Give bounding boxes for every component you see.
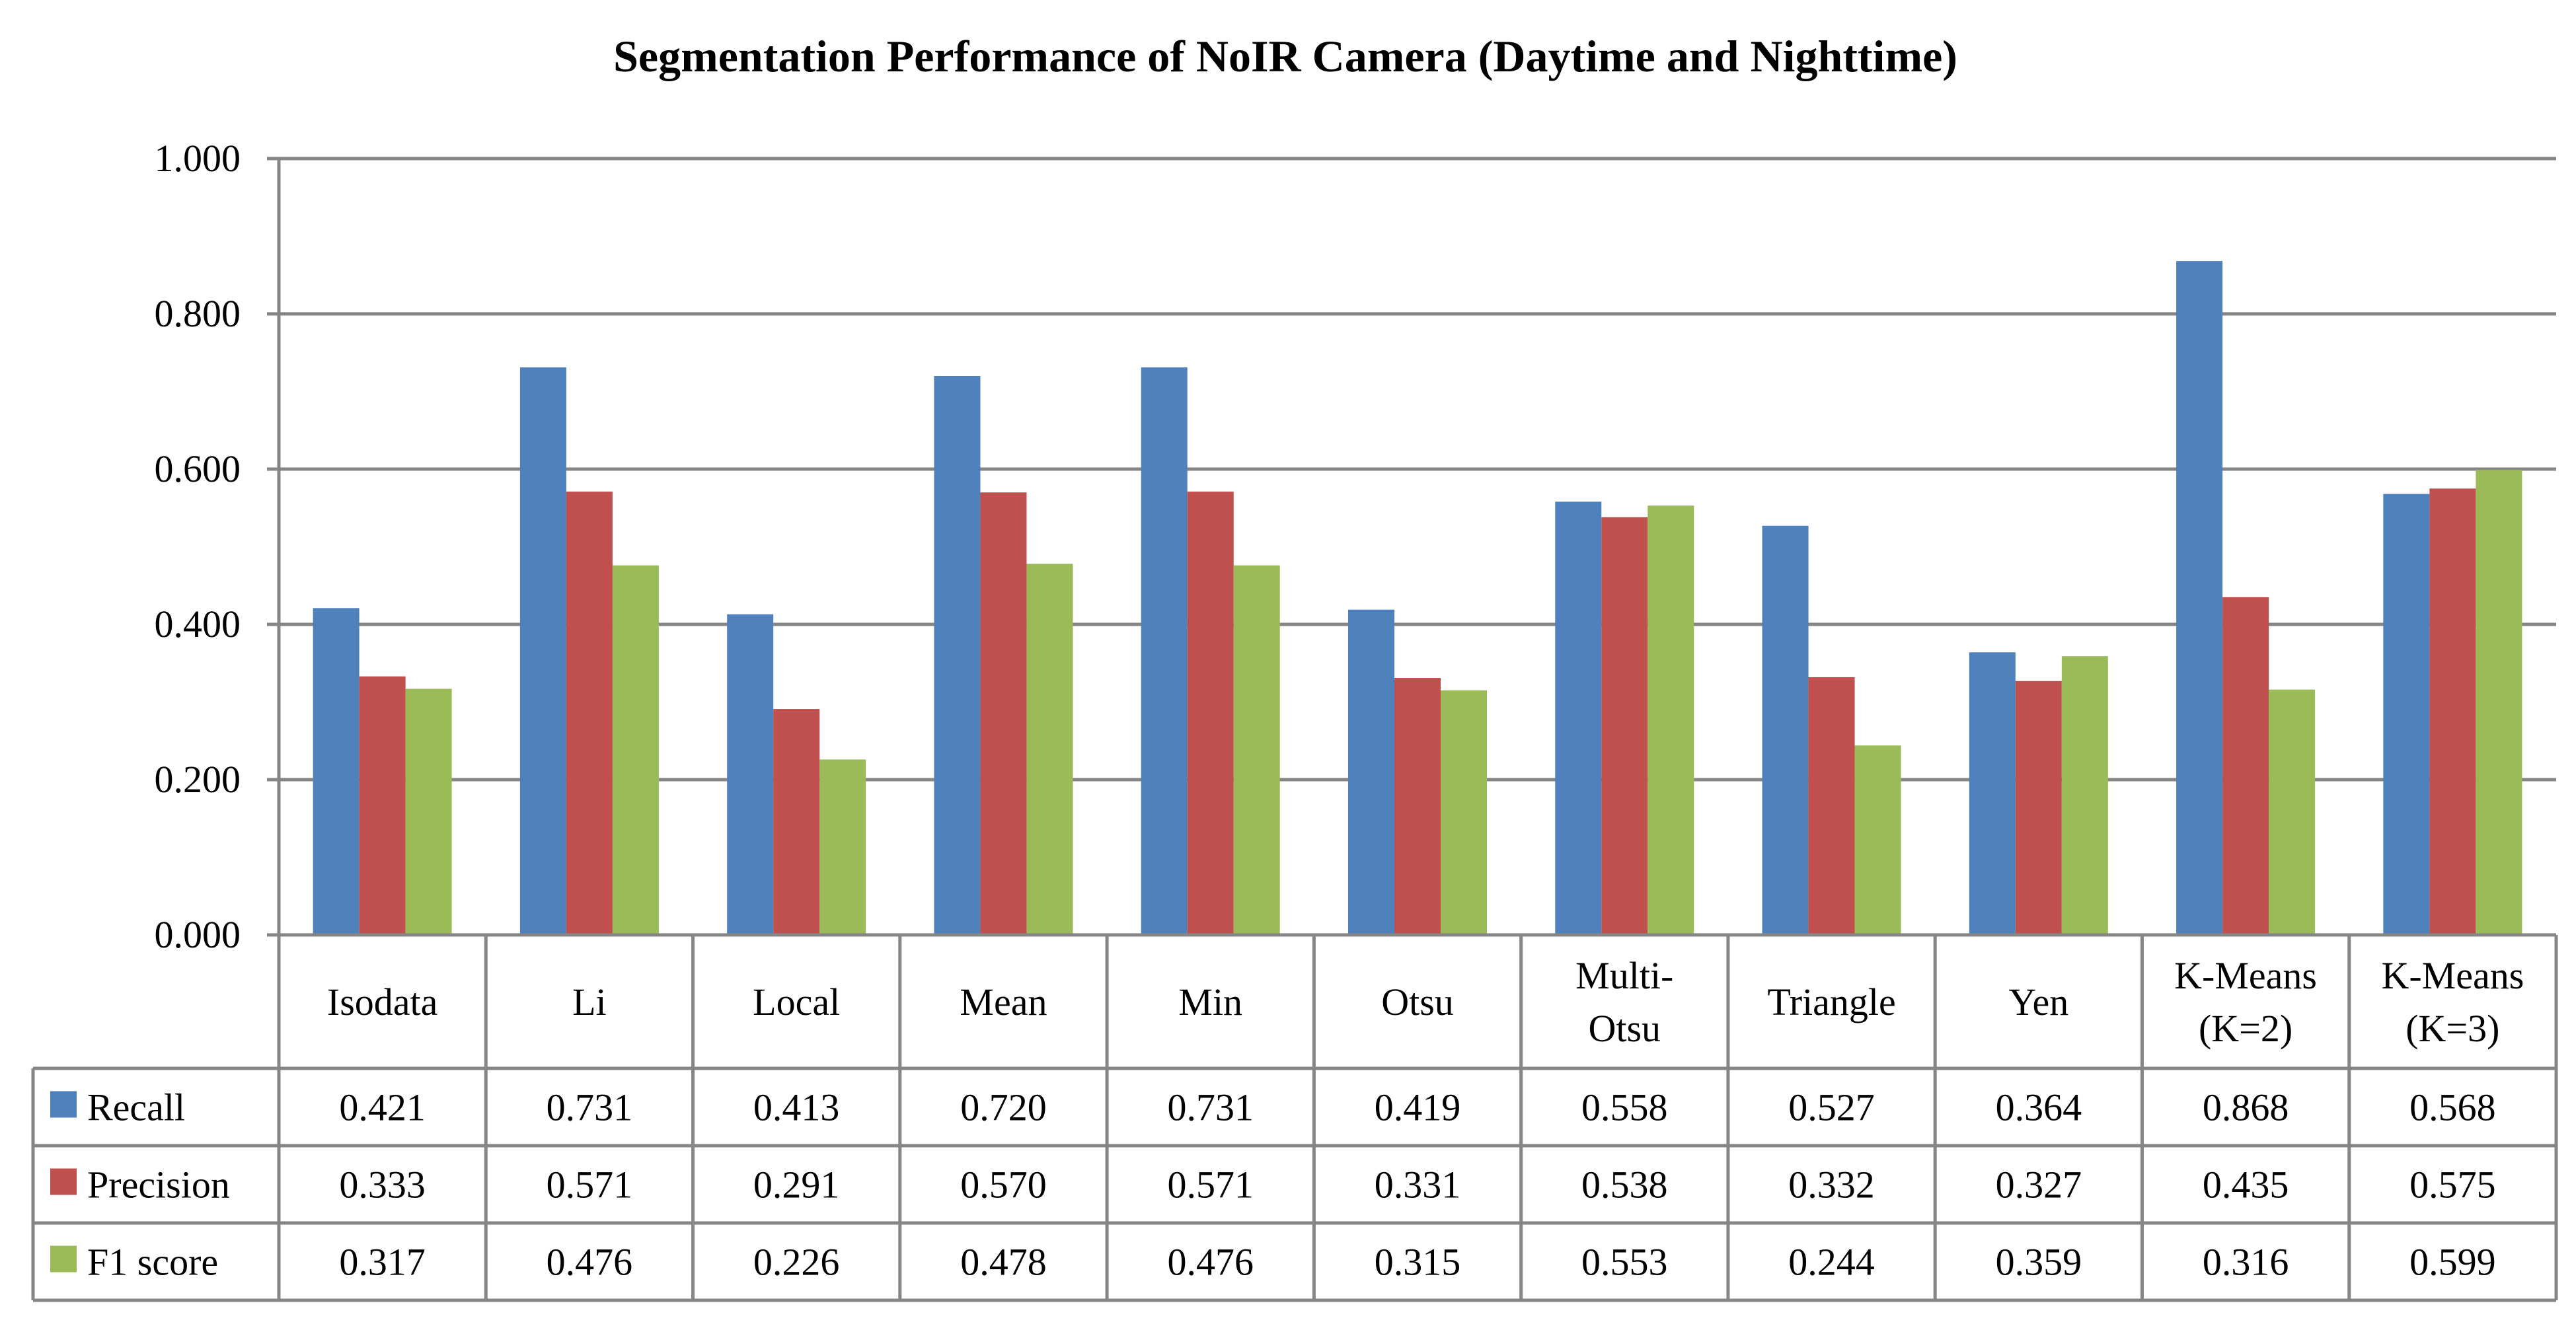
bar-precision-5 <box>1394 678 1441 935</box>
category-label-8-0: Yen <box>2008 980 2068 1023</box>
bar-precision-3 <box>980 492 1027 935</box>
category-label-9-1: (K=2) <box>2199 1007 2292 1050</box>
data-label-recall-10: 0.568 <box>2409 1086 2496 1129</box>
category-label-6-1: Otsu <box>1588 1007 1661 1050</box>
data-label-precision-4: 0.571 <box>1167 1164 1254 1206</box>
data-label-recall-6: 0.558 <box>1581 1086 1668 1129</box>
bar-recall-10 <box>2383 494 2430 935</box>
bar-precision-10 <box>2429 488 2476 935</box>
data-label-recall-2: 0.413 <box>753 1086 840 1129</box>
bar-f1-score-2 <box>819 759 866 935</box>
bar-precision-7 <box>1808 677 1855 935</box>
bar-f1-score-4 <box>1233 565 1280 935</box>
bar-recall-6 <box>1555 501 1602 935</box>
data-label-f1-score-6: 0.553 <box>1581 1241 1668 1284</box>
data-label-recall-1: 0.731 <box>547 1086 633 1129</box>
category-label-9-0: K-Means <box>2174 954 2317 997</box>
data-label-recall-5: 0.419 <box>1375 1086 1461 1129</box>
data-label-precision-5: 0.331 <box>1375 1164 1461 1206</box>
data-label-f1-score-3: 0.478 <box>960 1241 1047 1284</box>
data-label-precision-1: 0.571 <box>547 1164 633 1206</box>
bar-f1-score-1 <box>612 565 659 935</box>
data-label-precision-8: 0.327 <box>1996 1164 2082 1206</box>
data-label-recall-4: 0.731 <box>1167 1086 1254 1129</box>
category-label-4-0: Min <box>1178 980 1242 1023</box>
y-tick-label-3: 0.600 <box>155 447 241 490</box>
bar-f1-score-7 <box>1854 745 1901 935</box>
bar-f1-score-8 <box>2061 656 2108 935</box>
data-label-recall-8: 0.364 <box>1996 1086 2082 1129</box>
legend-label-precision: Precision <box>87 1164 230 1206</box>
data-label-recall-3: 0.720 <box>960 1086 1047 1129</box>
data-table: Isodata Li Local Mean Min Otsu Multi- Otsu Trian… <box>31 933 2558 1302</box>
bar-precision-4 <box>1187 492 1234 935</box>
data-label-recall-9: 0.868 <box>2203 1086 2289 1129</box>
y-tick-label-1: 0.200 <box>155 758 241 801</box>
data-label-precision-2: 0.291 <box>753 1164 840 1206</box>
bar-recall-3 <box>934 376 981 935</box>
data-label-recall-0: 0.421 <box>339 1086 426 1129</box>
y-tick-label-0: 0.000 <box>155 913 241 956</box>
bar-recall-8 <box>1969 652 2016 935</box>
data-label-f1-score-10: 0.599 <box>2409 1241 2496 1284</box>
y-axis: 0.000 0.200 0.400 0.600 0.800 1.000 <box>155 137 281 956</box>
bar-f1-score-10 <box>2476 470 2522 935</box>
bar-precision-9 <box>2222 597 2269 935</box>
data-label-f1-score-5: 0.315 <box>1375 1241 1461 1284</box>
bar-recall-4 <box>1141 367 1188 935</box>
y-tick-label-4: 0.800 <box>155 292 241 335</box>
bar-precision-2 <box>773 709 820 935</box>
bar-precision-0 <box>359 676 406 935</box>
bar-f1-score-3 <box>1026 564 1073 935</box>
bar-recall-0 <box>313 608 360 935</box>
bar-f1-score-0 <box>405 688 452 935</box>
data-label-precision-7: 0.332 <box>1788 1164 1875 1206</box>
data-label-f1-score-1: 0.476 <box>547 1241 633 1284</box>
data-label-f1-score-7: 0.244 <box>1788 1241 1875 1284</box>
data-label-precision-6: 0.538 <box>1581 1164 1668 1206</box>
data-label-recall-7: 0.527 <box>1788 1086 1875 1129</box>
bars <box>313 261 2522 936</box>
data-label-precision-9: 0.435 <box>2203 1164 2289 1206</box>
category-label-0-0: Isodata <box>327 980 438 1023</box>
data-label-f1-score-8: 0.359 <box>1996 1241 2082 1284</box>
chart-title: Segmentation Performance of NoIR Camera … <box>613 31 1957 81</box>
category-label-1-0: Li <box>572 980 607 1023</box>
legend-label-f1-score: F1 score <box>87 1241 218 1284</box>
bar-recall-2 <box>727 614 774 935</box>
bar-f1-score-9 <box>2269 689 2316 935</box>
category-label-10-1: (K=3) <box>2406 1007 2499 1050</box>
y-tick-label-2: 0.400 <box>155 603 241 646</box>
data-label-f1-score-0: 0.317 <box>339 1241 426 1284</box>
data-label-precision-3: 0.570 <box>960 1164 1047 1206</box>
bar-f1-score-6 <box>1648 505 1694 935</box>
bar-recall-7 <box>1762 525 1809 935</box>
bar-precision-8 <box>2015 681 2062 935</box>
legend-key-f1-score <box>50 1245 77 1273</box>
bar-recall-1 <box>519 367 566 935</box>
category-label-3-0: Mean <box>960 980 1047 1023</box>
legend-label-recall: Recall <box>87 1086 185 1129</box>
data-label-f1-score-2: 0.226 <box>753 1241 840 1284</box>
data-label-precision-0: 0.333 <box>339 1164 426 1206</box>
bar-recall-5 <box>1348 609 1394 935</box>
bar-f1-score-5 <box>1441 690 1487 935</box>
category-label-7-0: Triangle <box>1767 980 1895 1023</box>
category-label-5-0: Otsu <box>1381 980 1454 1023</box>
y-tick-label-5: 1.000 <box>155 137 241 180</box>
category-label-2-0: Local <box>753 980 840 1023</box>
data-label-f1-score-4: 0.476 <box>1167 1241 1254 1284</box>
data-label-precision-10: 0.575 <box>2409 1164 2496 1206</box>
data-label-f1-score-9: 0.316 <box>2203 1241 2289 1284</box>
bar-recall-9 <box>2176 261 2223 936</box>
legend-key-recall <box>50 1091 77 1118</box>
legend-key-precision <box>50 1168 77 1195</box>
bar-precision-6 <box>1601 517 1648 935</box>
category-label-6-0: Multi- <box>1575 954 1673 997</box>
bar-precision-1 <box>566 492 613 935</box>
category-label-10-0: K-Means <box>2381 954 2524 997</box>
